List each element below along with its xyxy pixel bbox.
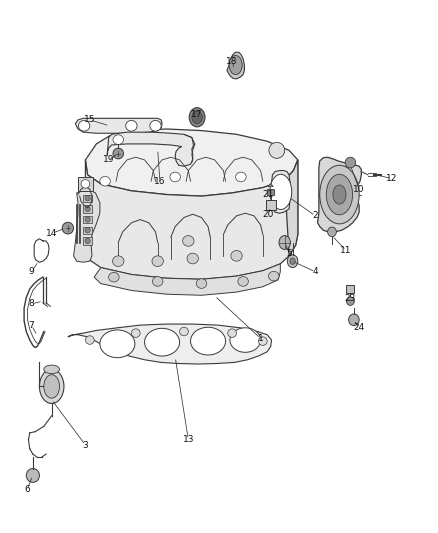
Ellipse shape <box>238 277 248 286</box>
Ellipse shape <box>328 227 336 237</box>
Text: 2: 2 <box>313 212 318 220</box>
Polygon shape <box>107 132 194 166</box>
Text: 21: 21 <box>262 190 274 199</box>
Text: 5: 5 <box>286 249 292 257</box>
Text: 1: 1 <box>258 334 264 343</box>
Ellipse shape <box>26 469 39 482</box>
Ellipse shape <box>287 255 298 268</box>
Ellipse shape <box>150 120 161 131</box>
Ellipse shape <box>196 279 207 288</box>
Text: 19: 19 <box>103 156 114 164</box>
Ellipse shape <box>279 236 290 249</box>
Ellipse shape <box>349 314 359 326</box>
Polygon shape <box>285 160 298 256</box>
Text: 17: 17 <box>191 110 203 119</box>
Text: 6: 6 <box>24 485 30 494</box>
Text: 23: 23 <box>345 294 356 303</box>
Bar <box>83 227 92 234</box>
Bar <box>83 216 92 223</box>
Ellipse shape <box>269 142 285 158</box>
Ellipse shape <box>81 180 90 188</box>
Ellipse shape <box>152 277 163 286</box>
Ellipse shape <box>113 135 124 144</box>
Ellipse shape <box>85 217 90 222</box>
Ellipse shape <box>85 228 90 233</box>
Text: 20: 20 <box>262 210 274 219</box>
Ellipse shape <box>44 375 60 398</box>
Ellipse shape <box>346 297 354 305</box>
Ellipse shape <box>320 165 359 224</box>
Polygon shape <box>227 52 244 79</box>
Ellipse shape <box>170 172 180 182</box>
Ellipse shape <box>85 196 90 201</box>
Bar <box>83 195 92 202</box>
Text: 16: 16 <box>154 177 166 185</box>
Ellipse shape <box>231 251 242 261</box>
Text: 4: 4 <box>313 268 318 276</box>
Polygon shape <box>318 157 361 232</box>
Text: 18: 18 <box>226 57 238 66</box>
Ellipse shape <box>345 157 356 168</box>
Bar <box>346 285 354 293</box>
Bar <box>78 177 93 190</box>
Polygon shape <box>74 189 100 262</box>
Text: 11: 11 <box>340 246 352 255</box>
Text: 24: 24 <box>353 324 365 332</box>
Bar <box>266 200 276 210</box>
Ellipse shape <box>44 365 60 374</box>
Text: 12: 12 <box>386 174 398 183</box>
Ellipse shape <box>230 328 261 352</box>
Ellipse shape <box>180 327 188 336</box>
Ellipse shape <box>258 337 267 345</box>
Ellipse shape <box>145 328 180 356</box>
Polygon shape <box>94 264 280 295</box>
Bar <box>83 205 92 213</box>
Ellipse shape <box>229 55 242 75</box>
Ellipse shape <box>152 256 163 266</box>
Ellipse shape <box>100 330 135 358</box>
Ellipse shape <box>270 174 292 209</box>
Polygon shape <box>75 118 162 133</box>
Ellipse shape <box>187 253 198 264</box>
Text: 13: 13 <box>183 435 194 444</box>
Ellipse shape <box>191 327 226 355</box>
Bar <box>83 237 92 245</box>
Ellipse shape <box>109 272 119 282</box>
Ellipse shape <box>85 336 94 344</box>
Ellipse shape <box>78 120 90 131</box>
Polygon shape <box>85 129 298 196</box>
Polygon shape <box>268 183 273 187</box>
Ellipse shape <box>290 258 295 264</box>
Ellipse shape <box>189 108 205 127</box>
Ellipse shape <box>236 172 246 182</box>
Ellipse shape <box>268 271 279 281</box>
Text: 3: 3 <box>82 441 88 449</box>
Text: 8: 8 <box>28 300 35 308</box>
Polygon shape <box>272 171 290 213</box>
Ellipse shape <box>113 148 124 159</box>
Ellipse shape <box>39 369 64 403</box>
Ellipse shape <box>85 238 90 244</box>
Ellipse shape <box>326 174 353 215</box>
Text: 9: 9 <box>28 268 35 276</box>
Bar <box>267 189 274 195</box>
Ellipse shape <box>192 111 202 124</box>
Ellipse shape <box>126 120 137 131</box>
Text: 15: 15 <box>84 116 95 124</box>
Ellipse shape <box>228 329 237 337</box>
Polygon shape <box>68 324 272 364</box>
Ellipse shape <box>85 206 90 212</box>
Ellipse shape <box>275 176 286 186</box>
Ellipse shape <box>131 329 140 337</box>
Ellipse shape <box>113 256 124 266</box>
Ellipse shape <box>100 176 110 186</box>
Text: 14: 14 <box>46 229 57 238</box>
Polygon shape <box>83 160 298 279</box>
Ellipse shape <box>62 222 74 234</box>
Text: 7: 7 <box>28 321 35 329</box>
Text: 10: 10 <box>353 185 365 193</box>
Ellipse shape <box>333 185 346 204</box>
Ellipse shape <box>183 236 194 246</box>
